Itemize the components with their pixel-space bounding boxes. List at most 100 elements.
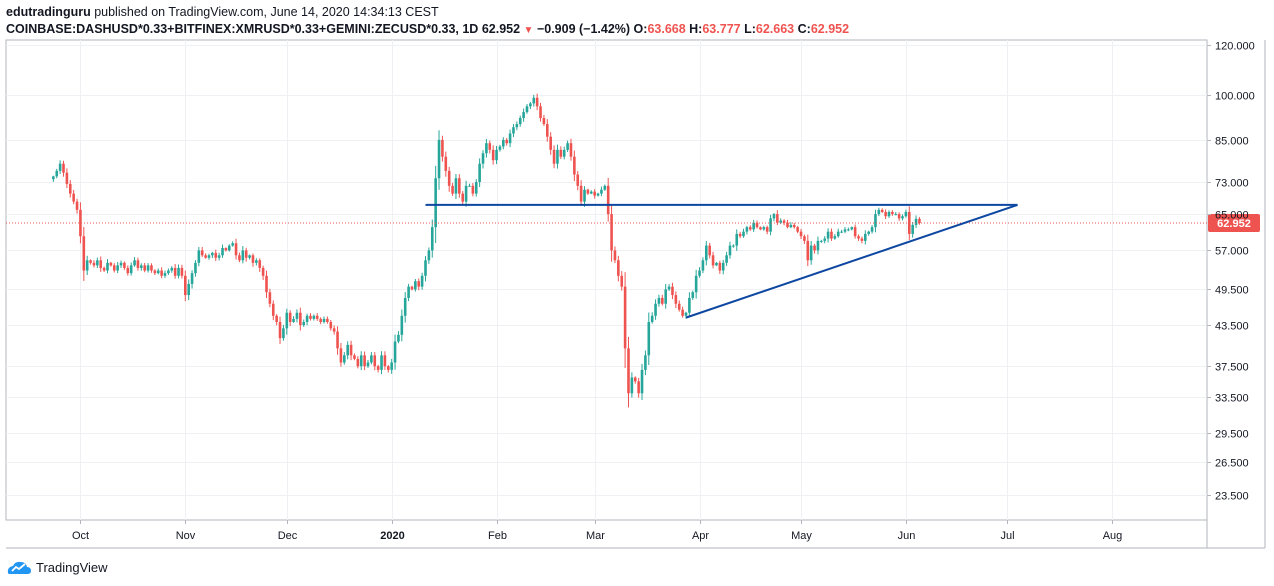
candle-body [600, 189, 603, 194]
candle [288, 310, 292, 326]
candle-body [694, 275, 698, 293]
candle [370, 351, 373, 365]
candle-body [390, 362, 393, 370]
candle-body [359, 355, 363, 367]
candle [738, 231, 742, 239]
candle-body [112, 265, 116, 271]
candle-body [735, 233, 739, 246]
candle-body [796, 227, 799, 232]
candle-body [566, 143, 569, 150]
candle [647, 312, 651, 365]
candle-body [698, 270, 701, 276]
candle-body [346, 344, 349, 356]
candle-body [596, 193, 600, 196]
candle-body [177, 267, 180, 276]
price-change: −0.909 (−1.42%) [536, 22, 631, 36]
candle [748, 225, 752, 231]
ohlc-low: 62.663 [755, 22, 795, 36]
price-tick-label: 49.500 [1215, 285, 1249, 297]
candle-body [434, 178, 437, 228]
candle-body [745, 227, 749, 232]
candle [884, 209, 887, 220]
candle-body [146, 265, 150, 271]
candle [799, 228, 803, 240]
candle-body [857, 236, 860, 239]
candle [424, 256, 427, 282]
candle-body [674, 295, 678, 304]
candle [221, 244, 224, 258]
candle [664, 283, 668, 309]
tradingview-footer[interactable]: TradingView [6, 559, 108, 575]
candle-body [441, 139, 444, 157]
candle [705, 241, 708, 266]
candle [204, 253, 207, 259]
candle-body [711, 255, 715, 266]
candle-body [366, 362, 370, 367]
candle [650, 312, 654, 324]
candle-body [464, 185, 468, 202]
ohlc-close: 62.952 [810, 22, 850, 36]
candle [146, 263, 150, 273]
candle-body [278, 321, 282, 339]
candle-body [309, 315, 312, 319]
candle-body [884, 211, 887, 217]
candle [857, 234, 860, 241]
candle-body [836, 231, 840, 237]
symbol-legend: COINBASE:DASHUSD*0.33+BITFINEX:XMRUSD*0.… [6, 22, 849, 36]
candle [285, 308, 289, 335]
candle-body [370, 355, 373, 363]
candle-body [68, 183, 72, 194]
candle-body [468, 185, 471, 187]
candle [72, 189, 75, 205]
candle [319, 317, 322, 325]
candle-body [99, 260, 103, 268]
candle [430, 219, 434, 258]
time-tick-label: Apr [692, 530, 709, 542]
author-name[interactable]: edutradinguru [6, 5, 91, 19]
candle-body [244, 250, 248, 258]
candle [552, 145, 556, 169]
candle [258, 258, 262, 272]
candle [292, 316, 295, 323]
candle [116, 262, 119, 274]
candle [914, 215, 918, 228]
candle [853, 224, 857, 239]
candle-body [556, 149, 559, 164]
candle-body [705, 245, 708, 261]
candle-body [72, 193, 75, 202]
candle-body [725, 255, 728, 263]
candle-body [376, 366, 380, 370]
candle-body [684, 312, 688, 316]
candle [630, 372, 634, 398]
candle [654, 299, 657, 320]
candle-body [52, 176, 55, 180]
candle-body [282, 328, 285, 339]
candle-body [319, 318, 322, 322]
candle [265, 270, 268, 299]
candle-body [143, 265, 147, 271]
candle [85, 255, 89, 276]
candle [143, 262, 147, 273]
candle [542, 114, 546, 126]
candle [698, 267, 701, 278]
candle-body [539, 106, 542, 119]
candle [173, 264, 177, 279]
candle-body [816, 240, 820, 251]
candle [194, 260, 197, 277]
plot-frame [5, 39, 1208, 521]
candle [593, 189, 596, 199]
candle-body [414, 281, 417, 290]
candle-body [173, 267, 177, 276]
candle [485, 139, 488, 158]
candle [539, 102, 542, 122]
candle-body [850, 227, 854, 230]
candle-body [214, 252, 218, 258]
candle-body [163, 273, 167, 276]
candle-body [383, 355, 387, 367]
candle [677, 300, 681, 312]
candle [505, 137, 508, 146]
candle [458, 174, 461, 198]
candle [864, 230, 867, 245]
candle [603, 184, 607, 191]
